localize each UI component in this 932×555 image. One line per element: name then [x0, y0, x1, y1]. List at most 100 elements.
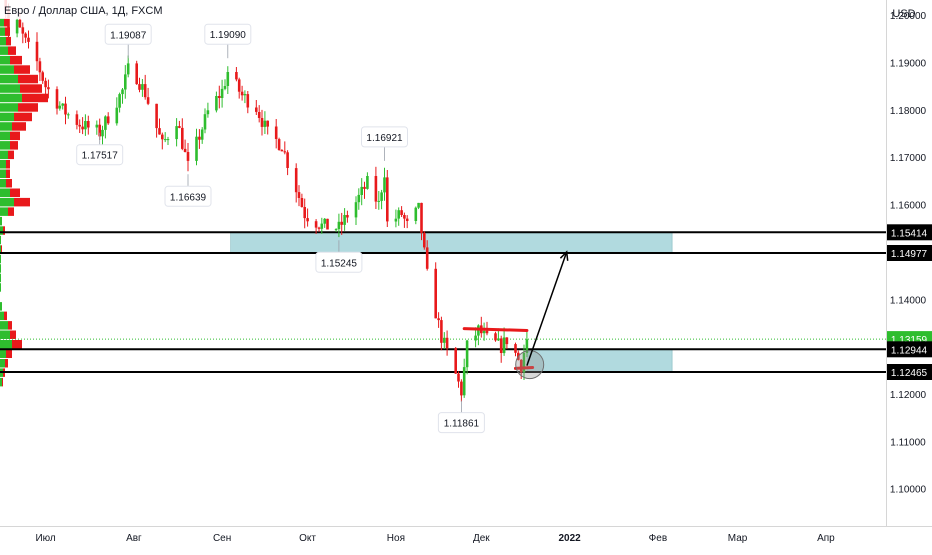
profile-down-bar: [10, 330, 16, 339]
candle-body: [323, 218, 326, 224]
candle-body: [47, 87, 50, 90]
candle-body: [403, 215, 406, 219]
candle-body: [280, 150, 284, 152]
extreme-label[interactable]: 1.17517: [76, 132, 124, 166]
zone-rect-0[interactable]: [230, 232, 673, 254]
candle-body: [175, 126, 178, 140]
candle-body: [266, 120, 269, 127]
candle-body: [178, 126, 181, 128]
profile-down-bar: [1, 245, 2, 254]
profile-up-bar: [0, 226, 3, 235]
price-tick-label: 1.12000: [890, 390, 927, 401]
candle-body: [499, 338, 503, 353]
profile-up-bar: [0, 216, 2, 226]
profile-up-bar: [0, 36, 6, 46]
extreme-label[interactable]: 1.16921: [361, 126, 408, 161]
profile-up-bar: [0, 235, 1, 245]
profile-up-bar: [0, 207, 8, 216]
extreme-label-text: 1.11861: [444, 419, 480, 430]
time-tick-label: Авг: [126, 533, 142, 544]
candle-body: [263, 120, 267, 127]
candle-body: [21, 27, 25, 34]
candle-body: [363, 186, 366, 189]
profile-up-bar: [0, 321, 8, 330]
extreme-label[interactable]: 1.16639: [164, 174, 212, 207]
time-tick-label: Ноя: [387, 533, 405, 544]
candle-body: [67, 114, 70, 116]
candle-body: [183, 148, 187, 152]
range-line-1[interactable]: [514, 366, 535, 370]
time-axis[interactable]: Июл Авг Сен Окт Ноя Дек 2022 Фев Мар Апр: [35, 533, 835, 544]
candle-body: [425, 247, 429, 269]
profile-up-bar: [0, 84, 20, 93]
candle-body: [474, 335, 477, 341]
profile-down-bar: [5, 359, 8, 368]
candle-body: [235, 72, 238, 80]
profile-down-bar: [10, 141, 18, 150]
highlight-circle[interactable]: [515, 350, 545, 380]
extreme-label[interactable]: 1.11861: [437, 400, 485, 434]
candle-body: [374, 176, 378, 202]
candle-body: [7, 10, 10, 34]
level-price-tag[interactable]: 1.12465: [887, 364, 932, 380]
candle-body: [166, 139, 170, 141]
candle-body: [337, 221, 341, 230]
candle-body: [246, 94, 250, 108]
candle-body: [303, 207, 306, 219]
profile-up-bar: [0, 141, 10, 150]
currency-label[interactable]: USD: [892, 8, 915, 20]
candle-body: [44, 80, 47, 88]
price-axis[interactable]: 1.20000 1.19000 1.18000 1.17000 1.16000 1.140…: [887, 11, 932, 496]
profile-down-bar: [6, 36, 11, 46]
extreme-label-text: 1.17517: [82, 151, 119, 162]
extreme-label[interactable]: 1.15245: [315, 240, 363, 273]
extreme-label[interactable]: 1.19087: [104, 23, 152, 59]
time-tick-label: Фев: [649, 533, 667, 544]
price-tag-box: [887, 224, 932, 241]
candle-body: [320, 223, 324, 229]
profile-up-bar: [0, 188, 10, 197]
candle-body: [497, 338, 500, 341]
candle-body: [326, 218, 329, 230]
candle-body: [300, 198, 304, 207]
profile-down-bar: [6, 179, 12, 188]
price-tick-label: 1.10000: [890, 485, 927, 496]
candle-body: [354, 202, 358, 218]
candle-body: [155, 103, 158, 129]
price-tag-text: 1.12465: [891, 368, 928, 379]
level-lines-layer: [0, 231, 886, 373]
candle-body: [420, 202, 423, 233]
profile-down-bar: [4, 311, 7, 321]
candle-body: [61, 103, 64, 106]
extreme-label[interactable]: 1.19090: [204, 23, 252, 59]
profile-down-bar: [14, 112, 32, 122]
range-line-0[interactable]: [462, 327, 529, 332]
extreme-label-box: [104, 23, 152, 45]
candle-body: [400, 210, 403, 215]
candle-body: [286, 152, 289, 168]
candle-body: [41, 72, 44, 81]
projection-arrow[interactable]: [526, 251, 568, 366]
profile-up-bar: [0, 74, 18, 84]
profile-up-bar: [0, 55, 10, 65]
candle-body: [417, 202, 420, 208]
profile-up-bar: [0, 131, 10, 141]
profile-down-bar: [3, 226, 5, 235]
candle-body: [240, 91, 244, 96]
candle-body: [198, 136, 201, 140]
candle-body: [294, 168, 298, 193]
candle-body: [138, 84, 141, 90]
symbol-title[interactable]: Евро / Доллар США, 1Д, FXCM: [4, 5, 162, 17]
level-price-tag[interactable]: 1.15414: [887, 224, 932, 241]
candle-body: [522, 353, 526, 373]
candle-body: [81, 126, 84, 130]
profile-down-bar: [6, 160, 10, 169]
candle-body: [380, 192, 383, 201]
candle-body: [181, 127, 184, 149]
level-price-tag[interactable]: 1.14977: [887, 245, 932, 261]
profile-down-bar: [12, 340, 22, 349]
level-price-tag[interactable]: 1.12944: [887, 341, 932, 358]
zone-rect-1[interactable]: [526, 348, 673, 373]
